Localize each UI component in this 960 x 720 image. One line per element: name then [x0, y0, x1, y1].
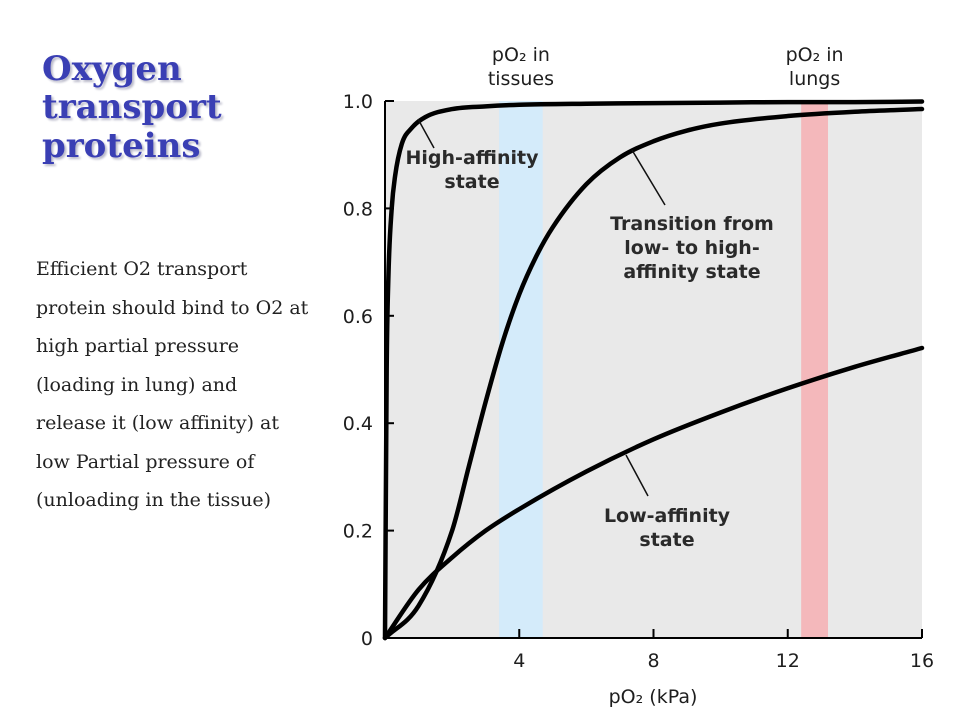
x-tick-label: 16	[910, 650, 934, 672]
y-tick-label: 1.0	[343, 91, 373, 113]
x-tick-label: 8	[647, 650, 659, 672]
annotation-leader-line	[625, 454, 649, 497]
y-tick-label: 0.4	[343, 413, 373, 435]
y-tick-label: 0.6	[343, 306, 373, 328]
slide-title: Oxygen transport proteins	[42, 49, 302, 166]
band-label: pO₂ in	[786, 44, 844, 66]
x-tick-label: 4	[513, 650, 525, 672]
annotation-leader-line	[417, 118, 435, 149]
curve-high-affinity	[382, 99, 925, 641]
band-label: lungs	[789, 68, 840, 90]
annotation-transition-text: Transition from	[610, 213, 774, 235]
curves-layer	[382, 99, 925, 641]
x-axis-title: pO₂ (kPa)	[609, 686, 698, 708]
ticks-layer: 4 8 12 16 0 0.2 0.4 0.6 0.8 1.0	[343, 91, 934, 672]
annotation-low-affinity-text: Low-affinity	[604, 505, 731, 527]
curve-low-affinity	[382, 345, 925, 641]
band-tissues	[499, 101, 543, 638]
y-tick-label: 0	[361, 628, 373, 650]
band-lungs	[801, 101, 829, 638]
annotation-high-affinity-text: state	[444, 171, 499, 193]
band-label: tissues	[488, 68, 554, 90]
plot-background	[385, 101, 922, 638]
annotation-transition-text: affinity state	[623, 261, 760, 283]
y-tick-label: 0.2	[343, 521, 373, 543]
annotation-low-affinity-text: state	[639, 529, 694, 551]
x-tick-label: 12	[776, 650, 800, 672]
curve-transition	[382, 106, 925, 641]
slide-body-text: Efficient O2 transport protein should bi…	[36, 258, 309, 511]
band-label: pO₂ in	[492, 44, 550, 66]
y-tick-label: 0.8	[343, 198, 373, 220]
annotation-high-affinity-text: High-affinity	[406, 147, 540, 169]
annotation-transition-text: low- to high-	[624, 237, 759, 259]
annotation-leader-line	[631, 149, 666, 206]
slide-title-line: proteins	[42, 125, 201, 166]
slide-title-line: Oxygen	[42, 49, 182, 89]
slide-title-line: transport	[42, 87, 222, 128]
